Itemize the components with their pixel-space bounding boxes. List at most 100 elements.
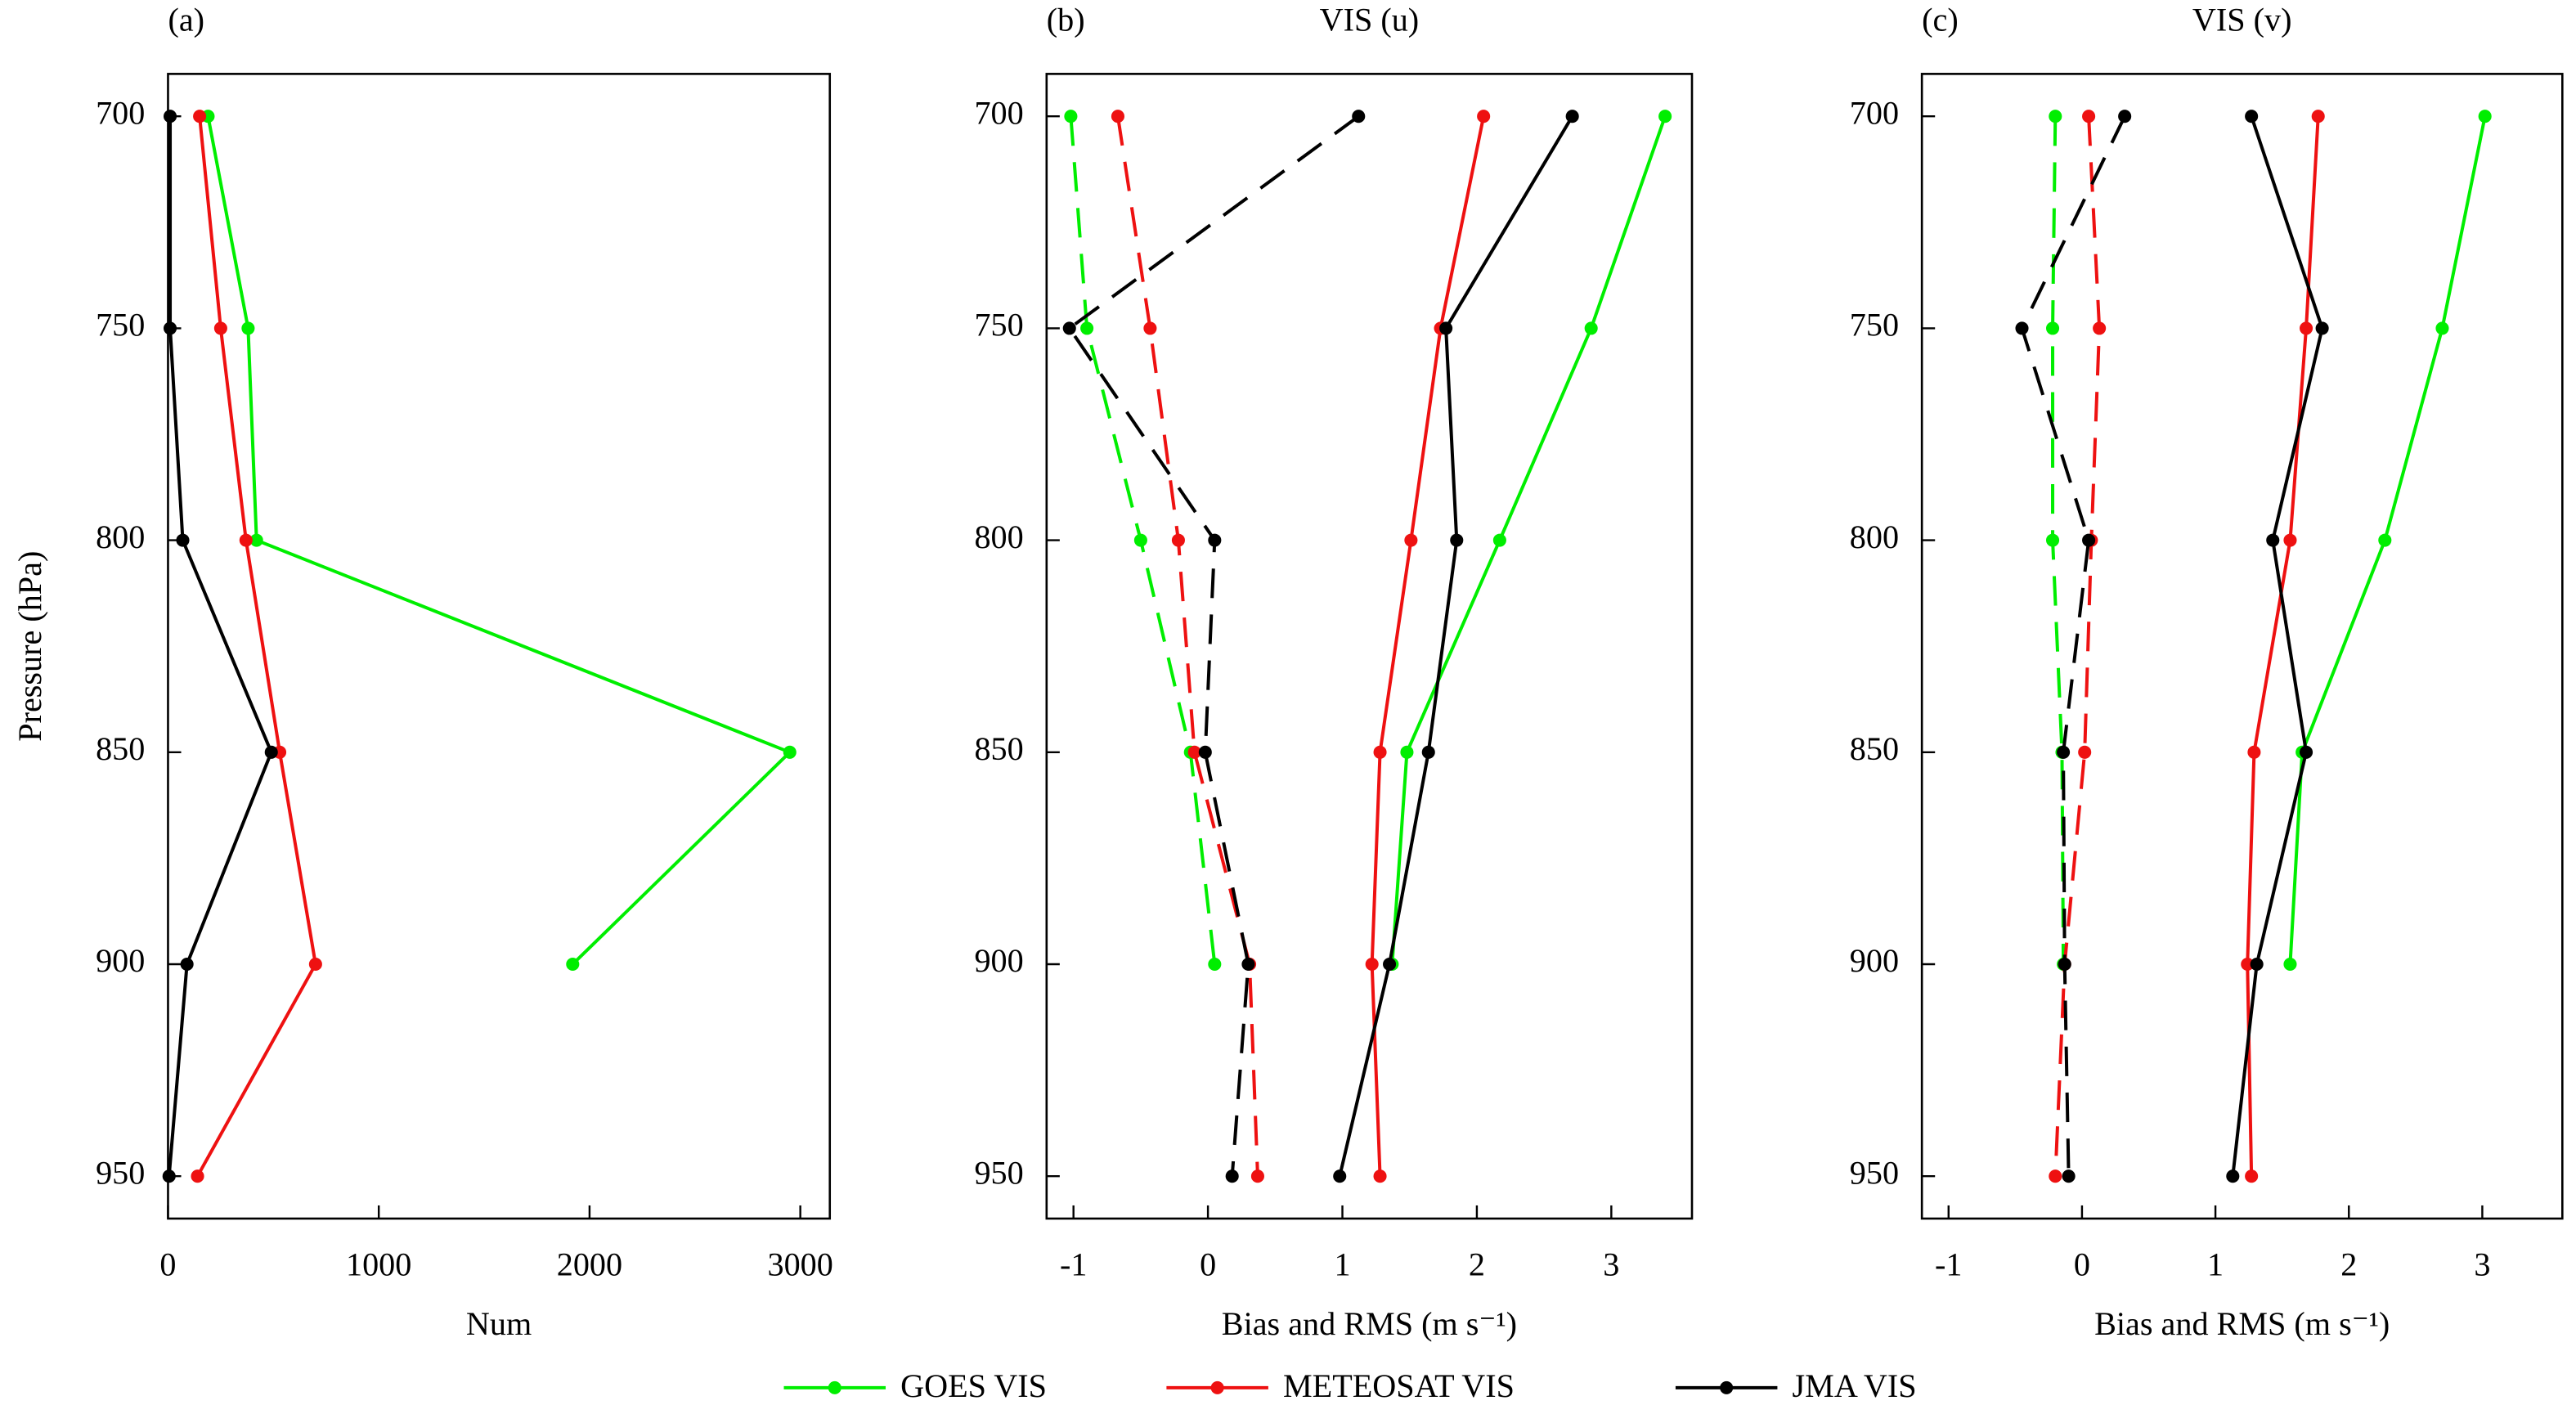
panel-title: VIS (v) bbox=[2192, 1, 2292, 38]
x-tick-label: 1 bbox=[1334, 1246, 1350, 1282]
x-axis-label: Bias and RMS (m s⁻¹) bbox=[2094, 1305, 2390, 1342]
point bbox=[308, 957, 322, 972]
point bbox=[2378, 533, 2392, 547]
point bbox=[2245, 110, 2259, 123]
point bbox=[783, 745, 797, 759]
x-tick-label: 2000 bbox=[557, 1246, 622, 1282]
x-tick-label: 3000 bbox=[767, 1246, 832, 1282]
plot-frame bbox=[1045, 73, 1694, 1220]
point bbox=[239, 533, 253, 547]
y-tick-label: 850 bbox=[96, 730, 145, 767]
point bbox=[2250, 957, 2264, 972]
legend-marker bbox=[1210, 1380, 1224, 1394]
point bbox=[1198, 745, 1212, 759]
point bbox=[2283, 533, 2297, 547]
point bbox=[1383, 957, 1397, 972]
point bbox=[2082, 110, 2096, 123]
point bbox=[2057, 745, 2071, 759]
point bbox=[1208, 533, 1222, 547]
point bbox=[249, 533, 263, 547]
y-tick-label: 950 bbox=[974, 1154, 1023, 1191]
point bbox=[1400, 745, 1414, 759]
point bbox=[2082, 533, 2096, 547]
legend-label: JMA VIS bbox=[1792, 1367, 1916, 1404]
point bbox=[2015, 321, 2029, 335]
x-tick-label: 1 bbox=[2207, 1246, 2224, 1282]
point bbox=[1171, 533, 1185, 547]
y-tick-label: 950 bbox=[96, 1154, 145, 1191]
point bbox=[2300, 321, 2313, 335]
point bbox=[1373, 745, 1387, 759]
y-tick-label: 750 bbox=[1850, 307, 1899, 343]
panel-label: (c) bbox=[1922, 1, 1959, 38]
point bbox=[1404, 533, 1418, 547]
point bbox=[1143, 321, 1157, 335]
y-tick-label: 700 bbox=[974, 94, 1023, 131]
point bbox=[180, 957, 194, 972]
point bbox=[2478, 110, 2492, 123]
x-tick-label: -1 bbox=[1935, 1246, 1962, 1282]
point bbox=[2058, 957, 2071, 972]
line bbox=[2020, 115, 2126, 1177]
point bbox=[1352, 110, 1366, 123]
point bbox=[1477, 110, 1491, 123]
legend-label: METEOSAT VIS bbox=[1283, 1367, 1515, 1404]
y-tick-label: 800 bbox=[974, 518, 1023, 555]
point bbox=[1421, 745, 1435, 759]
line bbox=[167, 116, 273, 1177]
point bbox=[1333, 1169, 1347, 1183]
point bbox=[1450, 533, 1464, 547]
y-tick-label: 900 bbox=[974, 942, 1023, 979]
point bbox=[1373, 1169, 1387, 1183]
legend-marker bbox=[828, 1380, 841, 1394]
x-tick-label: -1 bbox=[1060, 1246, 1087, 1282]
point bbox=[213, 321, 227, 335]
line bbox=[1067, 114, 1360, 1177]
y-tick-label: 700 bbox=[1850, 94, 1899, 131]
point bbox=[1658, 110, 1672, 123]
legend-label: GOES VIS bbox=[900, 1367, 1047, 1404]
x-tick-label: 1000 bbox=[346, 1246, 411, 1282]
y-tick-label: 700 bbox=[96, 94, 145, 131]
y-tick-label: 750 bbox=[96, 307, 145, 343]
point bbox=[2078, 745, 2092, 759]
point bbox=[1365, 957, 1379, 972]
y-tick-label: 900 bbox=[1850, 942, 1899, 979]
point bbox=[2435, 321, 2449, 335]
point bbox=[164, 110, 177, 123]
legend-marker bbox=[1720, 1380, 1734, 1394]
x-tick-label: 0 bbox=[159, 1246, 176, 1282]
y-tick-label: 950 bbox=[1850, 1154, 1899, 1191]
point bbox=[1565, 110, 1579, 123]
point bbox=[176, 533, 190, 547]
point bbox=[1187, 745, 1201, 759]
panel-label: (b) bbox=[1047, 1, 1085, 38]
line bbox=[195, 116, 317, 1178]
x-tick-label: 2 bbox=[1469, 1246, 1485, 1282]
point bbox=[1133, 533, 1147, 547]
point bbox=[1492, 533, 1506, 547]
line bbox=[1390, 115, 1667, 965]
point bbox=[2315, 321, 2329, 335]
point bbox=[241, 321, 255, 335]
point bbox=[1225, 1169, 1239, 1183]
point bbox=[1064, 110, 1078, 123]
panel-title: VIS (u) bbox=[1320, 1, 1420, 38]
x-axis-label: Num bbox=[466, 1305, 532, 1342]
y-tick-label: 800 bbox=[1850, 518, 1899, 555]
point bbox=[2241, 957, 2255, 972]
plot-frame bbox=[1920, 73, 2564, 1220]
point bbox=[2046, 533, 2060, 547]
point bbox=[1584, 321, 1598, 335]
point bbox=[2226, 1169, 2240, 1183]
point bbox=[2311, 110, 2325, 123]
point bbox=[1250, 1169, 1264, 1183]
point bbox=[2283, 957, 2297, 972]
point bbox=[566, 957, 580, 972]
point bbox=[162, 1169, 176, 1183]
x-tick-label: 2 bbox=[2340, 1246, 2357, 1282]
point bbox=[1439, 321, 1453, 335]
panel-label: (a) bbox=[168, 1, 204, 38]
point bbox=[191, 1169, 204, 1183]
